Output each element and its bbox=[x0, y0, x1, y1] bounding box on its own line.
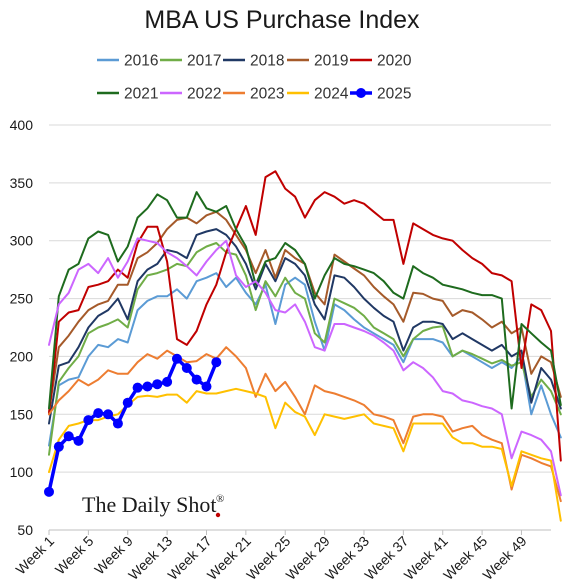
chart-title: MBA US Purchase Index bbox=[144, 6, 420, 34]
legend-label: 2018 bbox=[250, 53, 284, 70]
legend-entry-2023: 2023 bbox=[223, 86, 284, 103]
series-lines bbox=[47, 170, 562, 522]
legend-entry-2016: 2016 bbox=[97, 53, 158, 70]
legend-entry-2018: 2018 bbox=[223, 53, 284, 70]
watermark-mark: ® bbox=[216, 493, 224, 505]
legend: 2016 2017 2018 2019 2020 2021 2022 2023 2024 2025 bbox=[97, 53, 412, 103]
data-point-2025 bbox=[122, 397, 133, 408]
data-point-2025 bbox=[201, 381, 212, 392]
series-line-2018 bbox=[48, 228, 562, 425]
legend-label: 2016 bbox=[124, 53, 158, 70]
data-point-2025 bbox=[211, 357, 222, 368]
series-line-2020 bbox=[48, 170, 562, 462]
legend-label: 2017 bbox=[187, 53, 221, 70]
legend-label: 2020 bbox=[377, 53, 412, 70]
y-tick-label: 150 bbox=[10, 406, 34, 422]
data-point-2025 bbox=[53, 441, 64, 452]
data-point-2025 bbox=[93, 408, 104, 419]
series-line-2017 bbox=[48, 242, 562, 456]
data-point-2025 bbox=[63, 431, 74, 442]
gridlines bbox=[49, 124, 551, 531]
legend-swatch-marker bbox=[356, 88, 366, 98]
y-tick-label: 100 bbox=[10, 464, 34, 480]
series-line-2019 bbox=[48, 210, 562, 413]
y-tick-label: 350 bbox=[10, 175, 34, 191]
series-markers bbox=[44, 353, 222, 497]
data-point-2025 bbox=[83, 415, 94, 426]
series-line-2022 bbox=[48, 237, 562, 497]
x-tick-label: Week 1 bbox=[12, 533, 57, 578]
legend-label: 2023 bbox=[250, 86, 284, 103]
legend-label: 2019 bbox=[314, 53, 348, 70]
legend-entry-2019: 2019 bbox=[287, 53, 348, 70]
legend-label: 2021 bbox=[124, 86, 158, 103]
series-line-2024 bbox=[48, 387, 562, 522]
data-point-2025 bbox=[132, 382, 143, 393]
legend-label: 2022 bbox=[187, 86, 221, 103]
y-tick-label: 400 bbox=[10, 117, 34, 133]
legend-label: 2025 bbox=[377, 86, 411, 103]
data-point-2025 bbox=[152, 379, 163, 390]
data-point-2025 bbox=[181, 363, 192, 373]
watermark: The Daily Shot ® bbox=[82, 492, 224, 518]
y-tick-label: 50 bbox=[17, 522, 33, 538]
data-point-2025 bbox=[44, 486, 54, 497]
watermark-text: The Daily Shot bbox=[82, 492, 216, 517]
legend-entry-2022: 2022 bbox=[160, 86, 221, 103]
legend-label: 2024 bbox=[314, 86, 349, 103]
y-tick-label: 250 bbox=[10, 291, 34, 307]
data-point-2025 bbox=[191, 374, 202, 385]
x-tick-label: Week 49 bbox=[479, 533, 529, 583]
data-point-2025 bbox=[171, 353, 182, 364]
data-point-2025 bbox=[73, 435, 84, 446]
series-line-2016 bbox=[48, 272, 562, 447]
data-point-2025 bbox=[112, 418, 123, 429]
data-point-2025 bbox=[162, 376, 173, 387]
x-tick-label: Week 5 bbox=[52, 533, 97, 578]
y-tick-label: 300 bbox=[10, 233, 34, 249]
y-axis: 50 100 150 200 250 300 350 400 bbox=[10, 117, 34, 538]
watermark-red-dot bbox=[215, 512, 221, 518]
series-line-2023 bbox=[48, 346, 562, 503]
legend-entry-2017: 2017 bbox=[160, 53, 221, 70]
legend-entry-2021: 2021 bbox=[97, 86, 158, 103]
legend-entry-2024: 2024 bbox=[287, 86, 349, 103]
legend-entry-2020: 2020 bbox=[350, 53, 412, 70]
data-point-2025 bbox=[103, 409, 114, 420]
data-point-2025 bbox=[142, 381, 153, 392]
legend-entry-2025: 2025 bbox=[350, 86, 411, 103]
y-tick-label: 200 bbox=[10, 348, 34, 364]
series-line-2021 bbox=[48, 191, 562, 410]
